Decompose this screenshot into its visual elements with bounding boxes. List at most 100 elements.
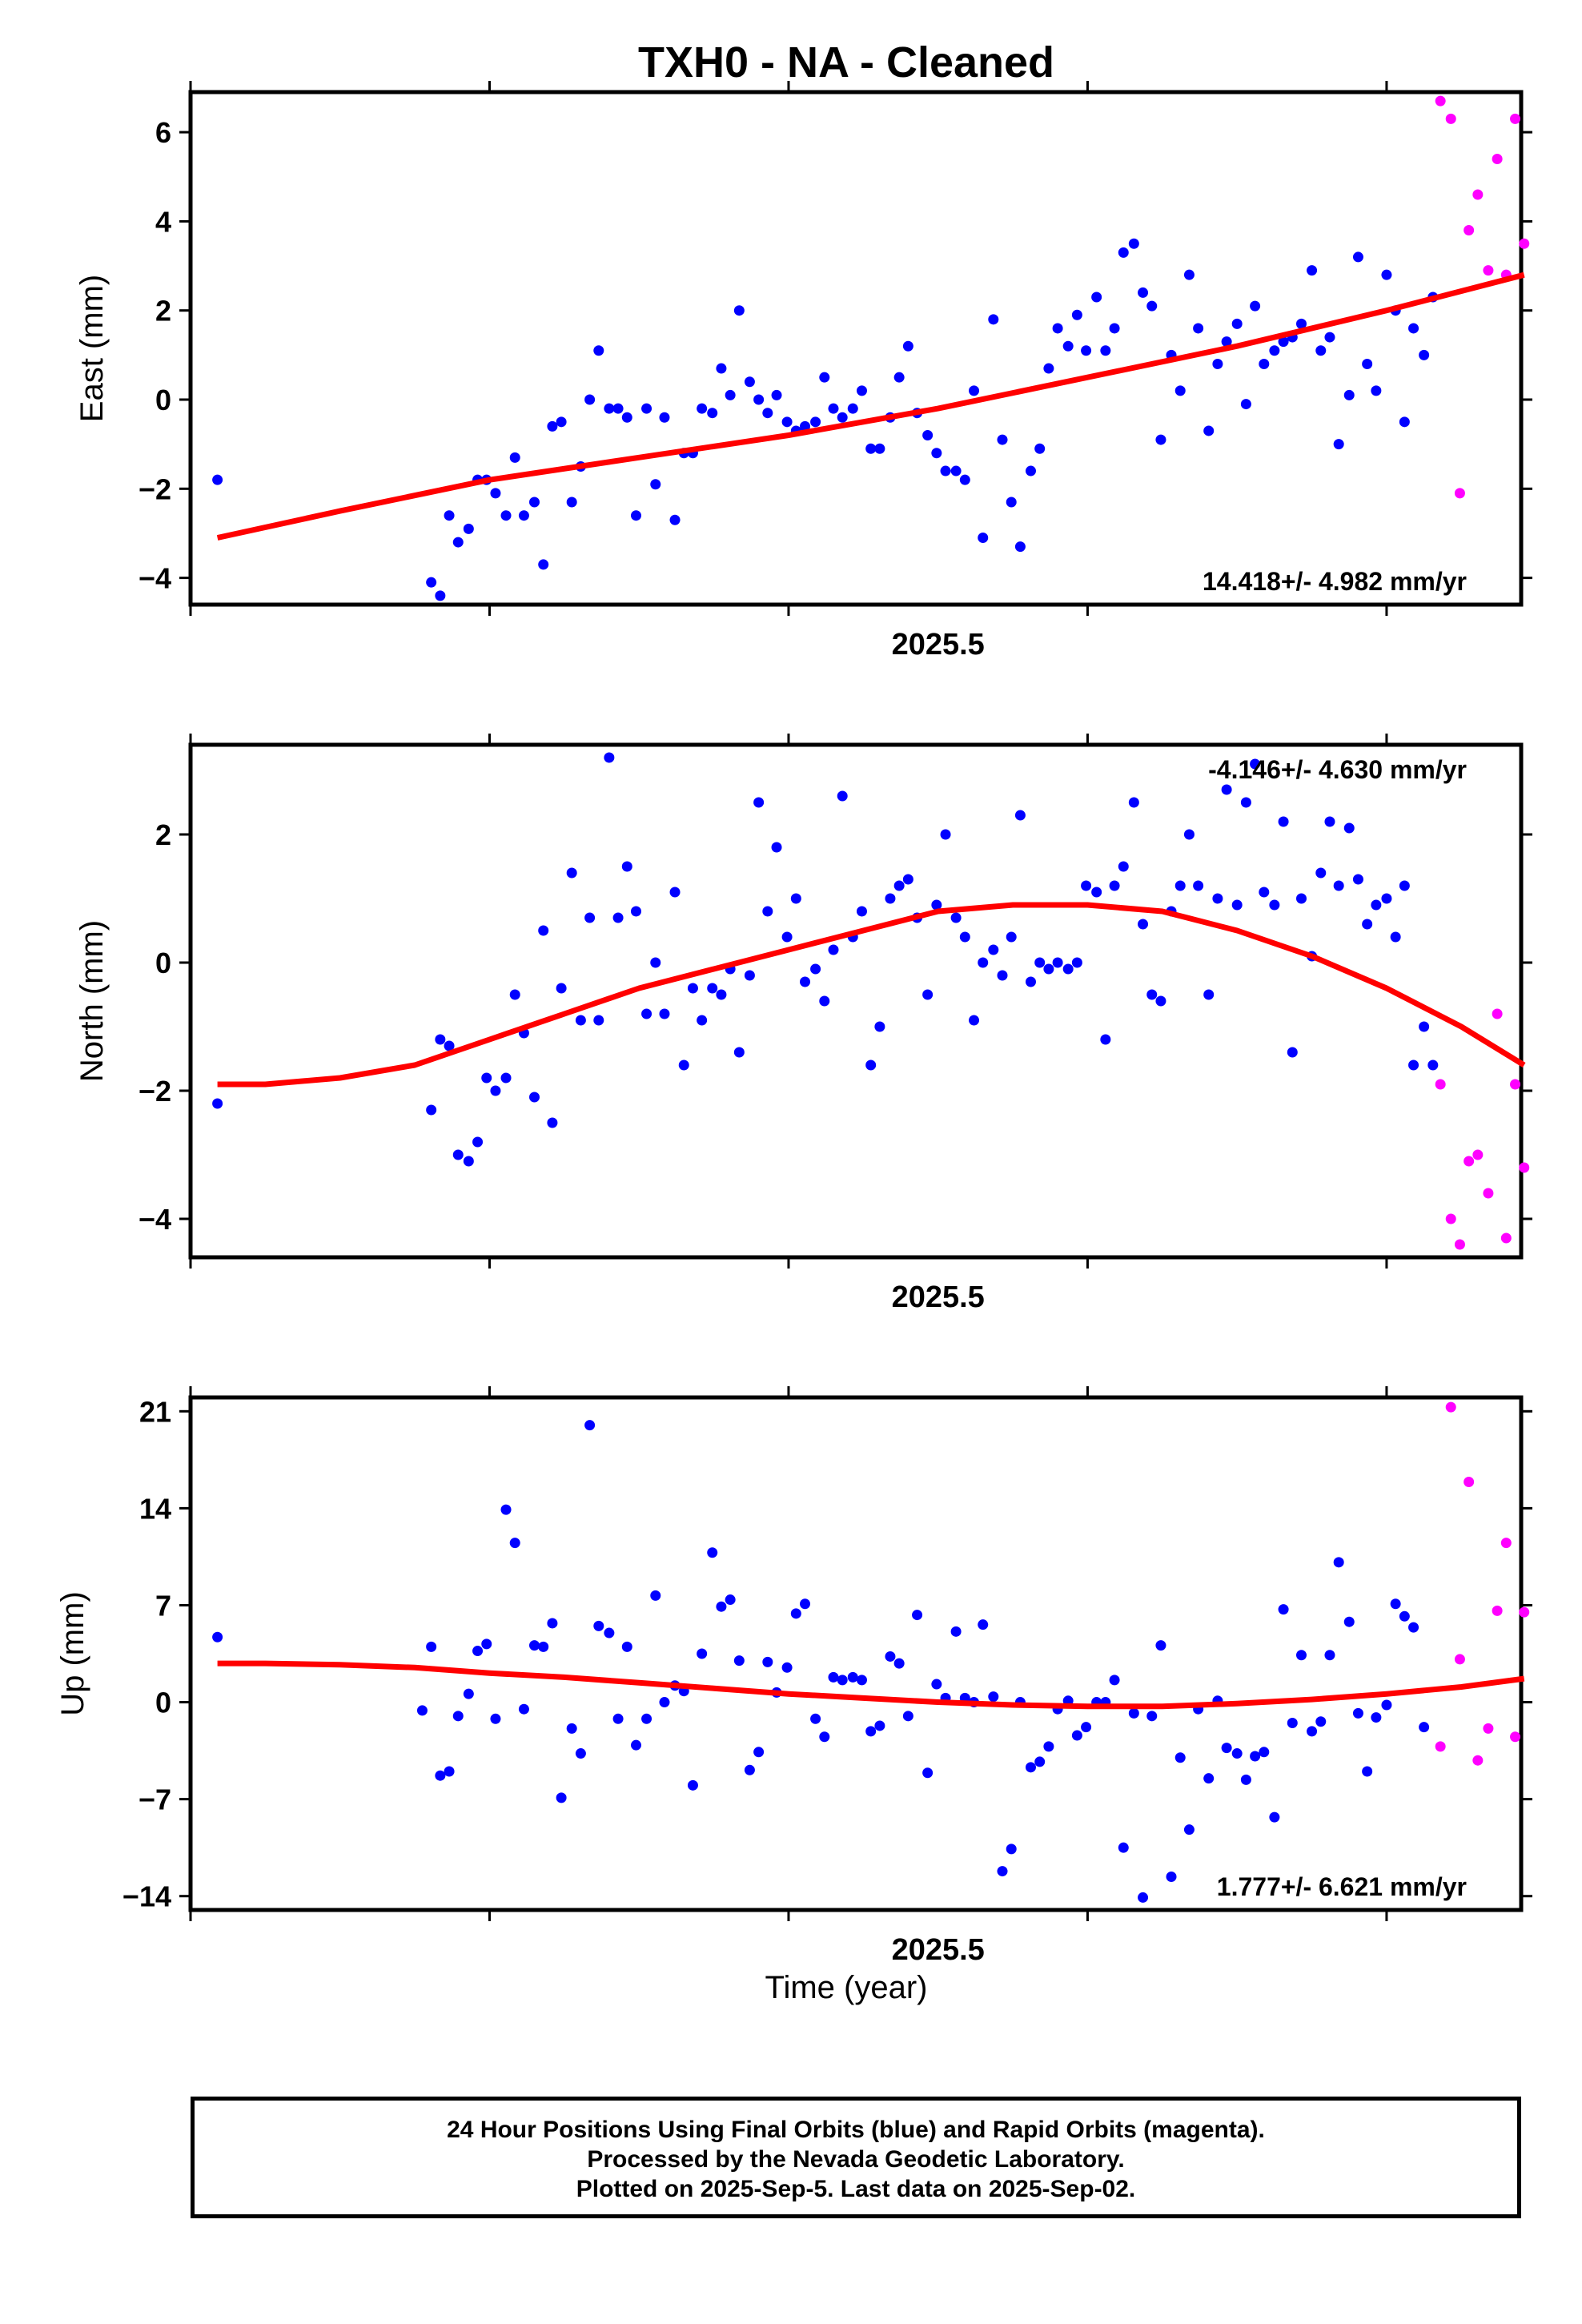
up-final-point [547, 1618, 558, 1629]
north-final-point [641, 1008, 652, 1019]
up-final-point [566, 1723, 577, 1734]
east-final-point [659, 412, 670, 423]
up-final-point [416, 1705, 428, 1716]
up-final-point [1183, 1824, 1195, 1835]
north-y-axis-label: North (mm) [74, 920, 110, 1082]
north-rate-label: -4.146+/- 4.630 mm/yr [1208, 755, 1467, 784]
north-final-point [1174, 880, 1186, 891]
east-final-point [444, 510, 455, 521]
east-final-point [1295, 318, 1307, 329]
north-final-point [463, 1156, 474, 1167]
east-final-point [630, 510, 641, 521]
east-final-point [1052, 323, 1063, 334]
north-final-point [1427, 1059, 1439, 1071]
up-y-tick-label: 14 [139, 1492, 171, 1525]
north-final-point [1014, 810, 1026, 821]
up-final-point [1109, 1675, 1120, 1686]
north-final-point [1295, 893, 1307, 904]
panel-north: −4 −2 0 2 2025.5 North (mm) -4.146+/- 4.630 mm… [74, 734, 1532, 1314]
east-final-point [612, 403, 624, 414]
east-rapid-point [1464, 225, 1475, 236]
up-final-point [659, 1697, 670, 1708]
north-final-point [1155, 995, 1166, 1007]
north-final-point [556, 983, 567, 994]
up-final-point [1419, 1722, 1430, 1733]
north-final-point [697, 1015, 708, 1026]
up-final-point [435, 1770, 446, 1781]
east-final-point [547, 420, 558, 432]
east-final-point [716, 363, 727, 374]
up-final-point [604, 1627, 615, 1638]
east-final-point [1324, 332, 1335, 343]
east-final-point [1071, 309, 1082, 320]
north-plot-frame [188, 742, 1524, 1260]
east-final-point [604, 403, 615, 414]
east-final-point [1118, 247, 1129, 258]
north-final-point [490, 1085, 501, 1096]
east-final-point [753, 394, 765, 405]
east-fit-line [216, 271, 1525, 541]
up-final-point [1006, 1844, 1017, 1855]
up-final-point [856, 1675, 867, 1686]
east-final-point [1183, 269, 1195, 280]
east-final-point [959, 474, 970, 485]
east-final-point [733, 305, 745, 316]
east-final-point [819, 372, 830, 383]
east-final-point [874, 443, 885, 454]
north-final-point [856, 906, 867, 917]
north-final-point [959, 931, 970, 943]
east-final-point [556, 416, 567, 428]
footer-box: 24 Hour Positions Using Final Orbits (bl… [191, 2097, 1521, 2218]
up-final-point [1240, 1774, 1251, 1785]
up-final-point [753, 1747, 765, 1758]
east-final-point [1155, 434, 1166, 445]
up-y-tick-label: 21 [139, 1395, 171, 1428]
up-final-point [472, 1646, 484, 1657]
east-rapid-point [1519, 238, 1530, 249]
east-y-tick-label: 0 [155, 384, 171, 416]
north-final-point [1362, 919, 1373, 930]
up-final-point [1352, 1707, 1363, 1719]
north-final-point [1259, 887, 1270, 898]
north-final-point [575, 1015, 586, 1026]
up-final-point [509, 1538, 520, 1549]
up-final-point [902, 1711, 913, 1722]
up-plot-frame [188, 1395, 1524, 1912]
east-y-tick-label: 6 [155, 116, 171, 149]
north-y-tick-label: −4 [139, 1203, 171, 1236]
up-final-point [1155, 1640, 1166, 1651]
up-final-point [575, 1748, 586, 1759]
up-final-point [1138, 1892, 1149, 1903]
north-final-point [1231, 899, 1243, 911]
north-final-point [1408, 1059, 1419, 1071]
up-final-point [762, 1656, 773, 1667]
up-final-point [1166, 1871, 1177, 1882]
up-final-point [874, 1720, 885, 1731]
up-final-point [1307, 1726, 1318, 1737]
north-final-point [762, 906, 773, 917]
up-final-point [1128, 1707, 1139, 1719]
north-final-point [1052, 957, 1063, 968]
east-final-point [669, 514, 681, 525]
up-final-point [1381, 1699, 1392, 1711]
east-final-point [978, 533, 989, 544]
north-rapid-point [1500, 1232, 1512, 1244]
north-final-point [1043, 963, 1054, 975]
north-final-point [444, 1040, 455, 1051]
east-final-point [1146, 300, 1158, 312]
east-final-point [1307, 265, 1318, 276]
east-final-point [988, 314, 999, 325]
up-final-point [1362, 1766, 1373, 1777]
up-final-point [1118, 1842, 1129, 1853]
north-final-point [481, 1072, 492, 1084]
east-final-point [500, 510, 512, 521]
up-final-point [978, 1619, 989, 1630]
up-final-point [1025, 1762, 1036, 1773]
up-final-point [444, 1766, 455, 1777]
north-final-point [593, 1015, 604, 1026]
north-final-point [733, 1047, 745, 1058]
east-final-point [1343, 389, 1355, 400]
north-final-point [509, 989, 520, 1000]
chart-title: TXH0 - NA - Cleaned [638, 38, 1054, 86]
